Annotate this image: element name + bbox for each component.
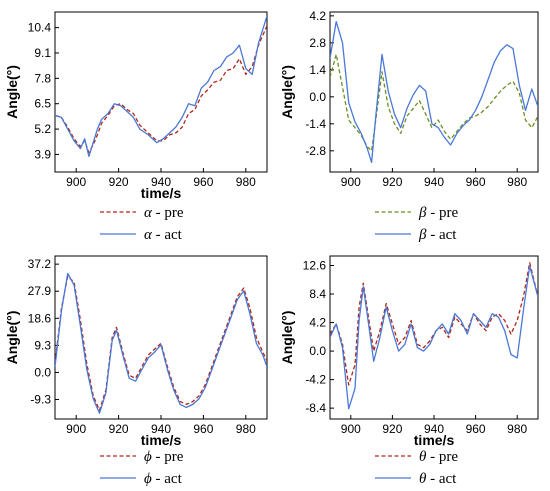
y-tick-label: 0.0 bbox=[34, 365, 51, 379]
x-axis-label: time/s bbox=[141, 185, 182, 201]
y-tick-label: 6.5 bbox=[34, 97, 51, 111]
series-group bbox=[330, 262, 538, 410]
legend-label: θ - pre bbox=[419, 449, 458, 465]
series-group bbox=[330, 20, 538, 164]
chart-panel-1: 900 920 940 960 980 3.9 5.2 6.5 7.8 9.1 10.4 Angle(… bbox=[4, 11, 268, 243]
x-tick-label: 980 bbox=[507, 175, 527, 189]
series-group bbox=[55, 272, 267, 414]
chart-panel-3: 900 920 940 960 980 -9.3 0.0 9.3 18.6 27.9 37.2 Ang… bbox=[4, 255, 268, 487]
x-tick-label: 980 bbox=[236, 175, 256, 189]
y-axis-label: Angle(°) bbox=[4, 65, 20, 119]
y-tick-label: 37.2 bbox=[28, 257, 52, 271]
legend-label: θ - act bbox=[419, 471, 457, 487]
y-tick-label: 7.8 bbox=[34, 71, 51, 85]
x-tick-label: 960 bbox=[193, 175, 213, 189]
x-tick-label: 960 bbox=[466, 175, 486, 189]
series-line-act bbox=[55, 15, 267, 158]
x-tick-label: 980 bbox=[236, 422, 256, 436]
y-tick-label: 4.2 bbox=[309, 9, 326, 23]
x-axis-label: time/s bbox=[141, 432, 182, 448]
y-tick-label: 8.4 bbox=[309, 287, 326, 301]
y-axis-label: Angle(°) bbox=[279, 311, 295, 365]
x-tick-label: 940 bbox=[151, 175, 171, 189]
series-line-pre bbox=[330, 53, 538, 152]
series-line-act bbox=[330, 265, 538, 410]
y-tick-label: 1.4 bbox=[309, 63, 326, 77]
legend: α - pre α - act bbox=[100, 205, 184, 243]
y-tick-label: -1.4 bbox=[305, 117, 326, 131]
y-tick-label: -8.4 bbox=[305, 401, 326, 415]
x-tick-label: 940 bbox=[151, 422, 171, 436]
x-tick-label: 960 bbox=[466, 422, 486, 436]
y-tick-label: -9.3 bbox=[30, 392, 51, 406]
series-line-pre bbox=[55, 25, 267, 154]
x-tick-label: 980 bbox=[507, 422, 527, 436]
y-tick-label: 0.0 bbox=[309, 344, 326, 358]
x-tick-label: 900 bbox=[66, 175, 86, 189]
y-tick-label: -4.2 bbox=[305, 373, 326, 387]
x-tick-label: 920 bbox=[382, 422, 402, 436]
legend-label: α - pre bbox=[144, 205, 184, 221]
y-tick-label: 12.6 bbox=[303, 259, 327, 273]
legend-label: β - act bbox=[418, 227, 457, 243]
y-tick-label: 0.0 bbox=[309, 90, 326, 104]
y-tick-label: 4.2 bbox=[309, 316, 326, 330]
y-tick-label: 9.3 bbox=[34, 338, 51, 352]
y-axis-label: Angle(°) bbox=[279, 65, 295, 119]
y-tick-label: 2.8 bbox=[309, 36, 326, 50]
x-tick-label: 920 bbox=[382, 175, 402, 189]
y-tick-label: 3.9 bbox=[34, 147, 51, 161]
series-line-act bbox=[330, 20, 538, 164]
legend-label: ϕ - pre bbox=[144, 449, 184, 465]
plot-frame bbox=[54, 255, 268, 420]
x-tick-label: 920 bbox=[109, 175, 129, 189]
y-axis-label: Angle(°) bbox=[4, 311, 20, 365]
x-tick-label: 900 bbox=[66, 422, 86, 436]
y-tick-label: 10.4 bbox=[28, 21, 52, 35]
legend-label: ϕ - act bbox=[144, 471, 183, 487]
series-line-act bbox=[55, 272, 267, 414]
y-tick-label: 9.1 bbox=[34, 46, 51, 60]
chart-panel-2: 900 920 940 960 980 -2.8 -1.4 0.0 1.4 2.8 4.2 Angle… bbox=[279, 9, 539, 243]
x-tick-label: 940 bbox=[424, 175, 444, 189]
x-tick-label: 900 bbox=[341, 422, 361, 436]
legend-label: α - act bbox=[144, 227, 183, 243]
series-line-pre bbox=[55, 275, 267, 411]
legend: ϕ - pre ϕ - act bbox=[100, 449, 184, 487]
series-line-pre bbox=[330, 262, 538, 386]
y-tick-label: 18.6 bbox=[28, 311, 52, 325]
legend-label: β - pre bbox=[418, 205, 458, 221]
x-tick-label: 920 bbox=[109, 422, 129, 436]
y-tick-label: 27.9 bbox=[28, 284, 52, 298]
y-tick-label: -2.8 bbox=[305, 144, 326, 158]
x-tick-label: 900 bbox=[341, 175, 361, 189]
x-tick-label: 960 bbox=[193, 422, 213, 436]
plot-frame bbox=[329, 11, 539, 173]
chart-panel-4: 900 920 940 960 980 -8.4 -4.2 0.0 4.2 8.4 12.6 Angl… bbox=[279, 255, 539, 487]
legend: θ - pre θ - act bbox=[375, 449, 458, 487]
series-group bbox=[55, 15, 267, 158]
legend: β - pre β - act bbox=[375, 205, 458, 243]
x-tick-label: 940 bbox=[424, 422, 444, 436]
y-tick-label: 5.2 bbox=[34, 122, 51, 136]
x-axis-label: time/s bbox=[414, 432, 455, 448]
